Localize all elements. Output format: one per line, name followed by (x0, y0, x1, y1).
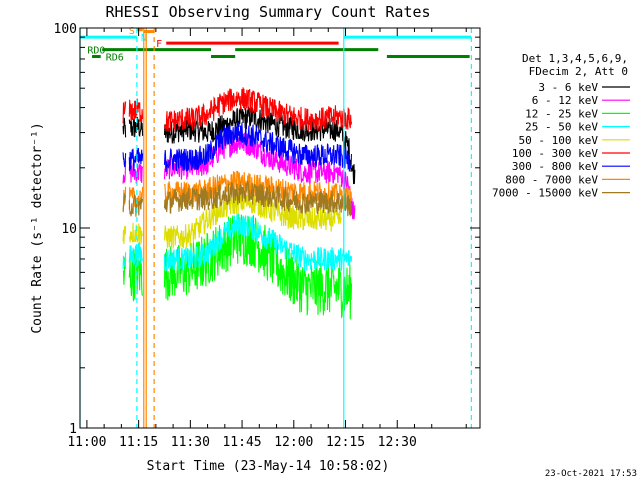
legend-header-0: Det 1,3,4,5,6,9, (522, 52, 628, 65)
flag-label-4: RD0 (87, 46, 105, 57)
legend-entry-8: 7000 - 15000 keV (492, 187, 598, 200)
y-axis-label: Count Rate (s⁻¹ detector⁻¹) (30, 122, 45, 333)
y-tick-label-1: 10 (61, 222, 77, 237)
legend: Det 1,3,4,5,6,9,FDecim 2, Att 0 3 - 6 keV… (492, 52, 630, 200)
legend-entry-6: 300 - 800 keV (512, 160, 598, 173)
x-tick-label-2: 11:30 (171, 435, 210, 450)
legend-header-1: FDecim 2, Att 0 (529, 65, 628, 78)
flag-bars-layer: SNFRD0RD6 (80, 26, 472, 64)
flag-label-5: RD6 (106, 53, 124, 64)
legend-entry-1: 6 - 12 keV (532, 94, 599, 107)
series-6 (122, 122, 353, 173)
x-axis-label: Start Time (23-May-14 10:58:02) (147, 459, 390, 474)
legend-entry-5: 100 - 300 keV (512, 147, 598, 160)
legend-entry-0: 3 - 6 keV (538, 81, 598, 94)
render-timestamp: 23-Oct-2021 17:53 (545, 469, 637, 479)
x-tick-label-1: 11:15 (119, 435, 158, 450)
x-tick-label-4: 12:00 (274, 435, 313, 450)
data-series-layer (122, 87, 356, 320)
y-tick-label-2: 100 (54, 22, 77, 37)
legend-entry-4: 50 - 100 keV (519, 134, 599, 147)
legend-entry-7: 800 - 7000 keV (505, 173, 598, 186)
series-3 (122, 213, 353, 272)
legend-entry-3: 25 - 50 keV (525, 121, 598, 134)
chart-title: RHESSI Observing Summary Count Rates (105, 3, 430, 21)
x-tick-label-6: 12:30 (378, 435, 417, 450)
series-8 (122, 180, 353, 217)
flag-label-0: S (129, 26, 135, 37)
legend-entry-2: 12 - 25 keV (525, 107, 598, 120)
x-tick-label-5: 12:15 (326, 435, 365, 450)
axis-ticks-layer: 11:00 11:15 11:30 11:45 12:00 12:15 12:30 1 10 10… (54, 22, 480, 450)
series-0 (122, 106, 356, 185)
series-5 (122, 87, 353, 132)
y-tick-label-0: 1 (69, 422, 77, 437)
x-tick-label-3: 11:45 (222, 435, 261, 450)
x-tick-label-0: 11:00 (67, 435, 106, 450)
flag-label-3: F (156, 39, 162, 50)
